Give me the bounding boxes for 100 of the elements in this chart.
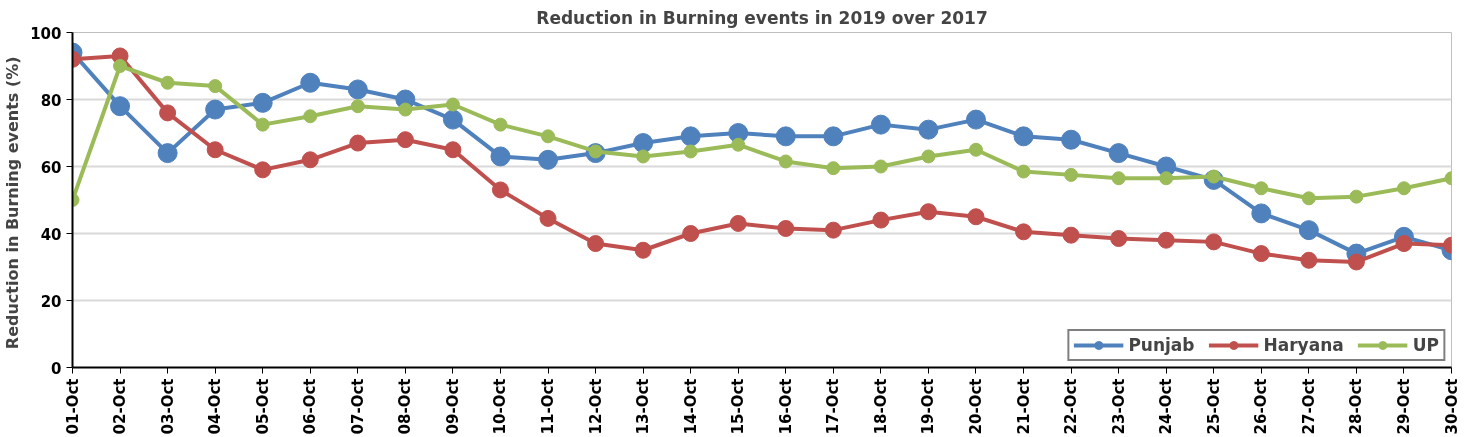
point [159,104,177,122]
point [1064,167,1079,182]
point [491,181,509,199]
point [1301,191,1316,206]
x-tick-label: 22-Oct [1062,378,1081,435]
chart-title: Reduction in Burning events in 2019 over 2017 [536,7,988,28]
y-axis-title: Reduction in Burning events (%) [3,56,23,350]
point [113,59,128,73]
point [967,208,985,226]
point [1015,223,1033,241]
point [683,144,698,159]
x-tick-label: 15-Oct [729,378,748,435]
point [777,219,795,237]
point [350,99,365,114]
y-tick-label: 80 [40,91,62,110]
point [1111,171,1126,186]
point [157,143,178,164]
y-tick-label: 0 [51,359,62,378]
point [303,109,318,124]
y-tick-label: 20 [40,292,62,311]
point [778,154,793,169]
point [1254,181,1269,196]
point [873,159,888,174]
x-tick-label: 21-Oct [1014,378,1033,435]
point [1110,230,1128,248]
x-tick-label: 23-Oct [1109,378,1128,435]
x-tick-label: 29-Oct [1394,378,1413,435]
point [442,109,463,130]
legend-label: UP [1412,335,1439,355]
point [587,235,605,253]
point [349,134,367,152]
point [1157,231,1175,249]
point [870,114,891,135]
point [729,214,747,232]
legend-label: Punjab [1128,335,1195,355]
x-tick-label: 01-Oct [63,378,82,435]
point [396,131,414,149]
x-tick-label: 28-Oct [1347,378,1366,435]
x-tick-label: 30-Oct [1442,378,1461,435]
point [633,133,654,154]
point [208,79,223,94]
point [205,99,226,120]
x-tick-label: 24-Oct [1157,378,1176,435]
point [965,109,986,130]
x-tick-label: 04-Oct [206,378,225,435]
x-tick-label: 11-Oct [539,378,558,435]
point [490,146,511,167]
point [826,161,841,176]
point [1159,171,1174,186]
x-tick-label: 05-Oct [253,378,272,435]
x-tick-label: 13-Oct [634,378,653,435]
point [968,142,983,157]
point [301,151,319,169]
point [872,211,890,229]
x-tick-label: 19-Oct [919,378,938,435]
point [680,126,701,147]
point [252,92,273,113]
y-tick-label: 60 [40,158,62,177]
point [493,117,508,132]
x-tick-label: 02-Oct [111,378,130,435]
x-tick-label: 27-Oct [1299,378,1318,435]
point [539,209,557,227]
x-tick-label: 16-Oct [776,378,795,435]
point [1205,233,1223,251]
point [921,149,936,164]
point [1298,220,1319,241]
y-tick-label: 40 [40,225,62,244]
point [1108,143,1129,164]
point [1347,253,1365,271]
x-tick-label: 12-Oct [586,378,605,435]
point [1251,203,1272,224]
point [823,126,844,147]
point [1016,164,1031,179]
point [398,102,413,117]
point [444,141,462,159]
point [775,126,796,147]
y-tick-label: 100 [30,24,62,43]
point [1395,235,1413,253]
point [634,241,652,259]
point [160,75,175,90]
point [254,161,272,179]
point [300,72,321,93]
point [1013,126,1034,147]
x-tick-label: 18-Oct [871,378,890,435]
point [110,96,131,117]
point [1349,189,1364,204]
point [206,141,224,159]
x-tick-label: 03-Oct [158,378,177,435]
x-tick-label: 10-Oct [491,378,510,435]
point [682,225,700,242]
x-tick-label: 20-Oct [966,378,985,435]
point [1061,129,1082,150]
x-tick-label: 25-Oct [1204,378,1223,435]
x-tick-label: 26-Oct [1252,378,1271,435]
point [1252,245,1270,263]
point [1062,226,1080,244]
point [919,203,937,221]
point [824,221,842,239]
point [255,117,270,132]
point [918,119,939,140]
